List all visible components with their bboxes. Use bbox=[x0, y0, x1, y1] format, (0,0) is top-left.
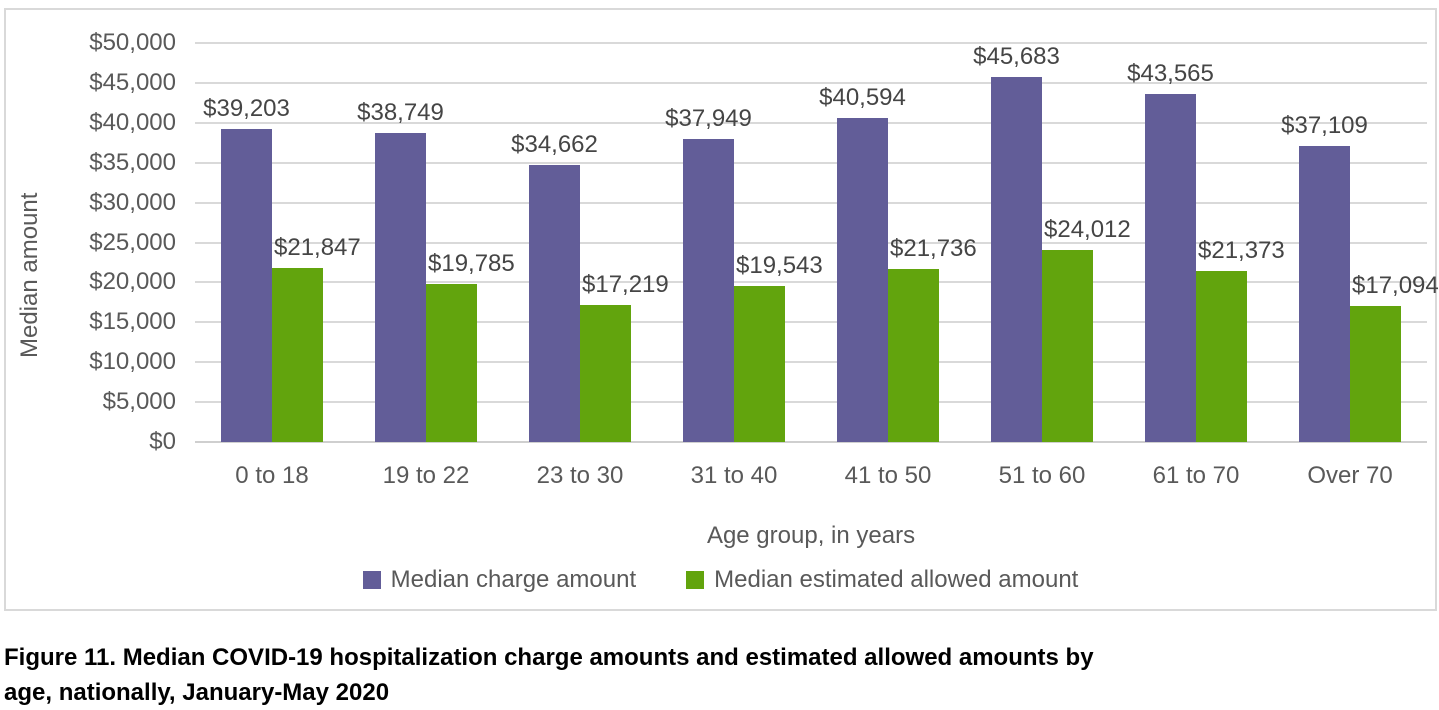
legend-swatch-icon bbox=[686, 571, 705, 589]
bar-median-estimated-allowed-amount bbox=[426, 284, 477, 442]
y-axis-tick-label: $45,000 bbox=[89, 68, 176, 96]
bar-median-charge-amount bbox=[375, 132, 426, 442]
x-axis-line bbox=[195, 441, 1427, 443]
y-axis-tick-label: $15,000 bbox=[89, 308, 176, 336]
bar-median-charge-amount bbox=[991, 77, 1042, 442]
x-axis-category-label: Over 70 bbox=[1307, 462, 1393, 489]
y-axis-tick-label: $10,000 bbox=[89, 348, 176, 376]
bar-value-label: $17,094 bbox=[1352, 271, 1439, 299]
bar-median-estimated-allowed-amount bbox=[1196, 271, 1247, 442]
bar-median-charge-amount bbox=[1299, 145, 1350, 442]
gridline bbox=[195, 121, 1427, 124]
legend-item-median-estimated-allowed-amount: Median estimated allowed amount bbox=[686, 566, 1078, 594]
y-axis-tick-label: $5,000 bbox=[102, 388, 176, 416]
legend-swatch-icon bbox=[362, 571, 381, 589]
bar-value-label: $24,012 bbox=[1044, 216, 1131, 244]
bar-value-label: $34,662 bbox=[511, 131, 598, 159]
gridline bbox=[195, 161, 1427, 164]
legend: Median charge amount Median estimated all… bbox=[6, 566, 1435, 594]
bar-median-estimated-allowed-amount bbox=[1350, 305, 1401, 442]
bar-value-label: $39,203 bbox=[203, 95, 290, 123]
x-axis-title: Age group, in years bbox=[706, 522, 916, 549]
y-axis-tick-label: $50,000 bbox=[89, 29, 176, 56]
y-axis-tick-label: $35,000 bbox=[89, 148, 176, 176]
y-axis-tick-label: $30,000 bbox=[89, 188, 176, 216]
bar-median-estimated-allowed-amount bbox=[888, 268, 939, 442]
bar-value-label: $37,109 bbox=[1281, 111, 1368, 139]
bar-value-label: $17,219 bbox=[582, 270, 669, 298]
figure-caption-line-1: Figure 11. Median COVID-19 hospitalizati… bbox=[4, 644, 1094, 671]
bar-median-estimated-allowed-amount bbox=[1042, 250, 1093, 442]
gridline bbox=[195, 201, 1427, 204]
y-axis-tick-label: $25,000 bbox=[89, 228, 176, 256]
bar-median-charge-amount bbox=[1145, 94, 1196, 442]
bar-median-estimated-allowed-amount bbox=[272, 267, 323, 442]
y-axis-tick-label: $40,000 bbox=[89, 108, 176, 136]
gridline bbox=[195, 241, 1427, 244]
bar-value-label: $21,736 bbox=[890, 234, 977, 262]
plot-area: $0 $5,000 $10,000 $15,000 $20,000 $25,000 $30,… bbox=[89, 29, 1439, 489]
x-axis-category-label: 31 to 40 bbox=[690, 462, 778, 489]
legend-label: Median charge amount bbox=[390, 566, 637, 593]
x-axis-category-label: 23 to 30 bbox=[536, 462, 624, 489]
chart-card: Median amount $0 $5,000 $10,000 $15,000 $20,… bbox=[4, 8, 1439, 611]
gridline bbox=[195, 42, 1427, 44]
bar-median-charge-amount bbox=[683, 139, 734, 442]
bar-value-label: $43,565 bbox=[1127, 60, 1214, 88]
bar-value-label: $21,847 bbox=[274, 233, 361, 261]
gridline bbox=[195, 361, 1427, 364]
legend-item-median-charge-amount: Median charge amount bbox=[362, 566, 637, 594]
gridline bbox=[195, 81, 1427, 84]
bar-value-label: $21,373 bbox=[1198, 237, 1285, 265]
bar-median-estimated-allowed-amount bbox=[580, 304, 631, 442]
figure-caption-line-2: age, nationally, January-May 2020 bbox=[4, 679, 390, 706]
x-axis-category-label: 0 to 18 bbox=[235, 462, 309, 489]
bar-value-label: $19,785 bbox=[428, 250, 515, 278]
y-axis-tick-label: $0 bbox=[149, 428, 176, 455]
bar-median-charge-amount bbox=[221, 129, 272, 442]
bar-value-label: $19,543 bbox=[736, 252, 823, 280]
bar-value-label: $45,683 bbox=[973, 43, 1060, 71]
gridline bbox=[195, 401, 1427, 404]
bar-median-charge-amount bbox=[529, 165, 580, 442]
gridline bbox=[195, 321, 1427, 324]
x-axis-category-label: 19 to 22 bbox=[382, 462, 470, 489]
bar-value-label: $40,594 bbox=[819, 84, 906, 112]
x-axis-category-label: 51 to 60 bbox=[998, 462, 1086, 489]
gridline bbox=[195, 281, 1427, 284]
legend-label: Median estimated allowed amount bbox=[714, 566, 1079, 593]
bar-median-charge-amount bbox=[837, 118, 888, 442]
figure-caption: Figure 11. Median COVID-19 hospitalizati… bbox=[4, 640, 1424, 710]
bar-value-label: $38,749 bbox=[357, 98, 444, 126]
x-axis-category-label: 61 to 70 bbox=[1152, 462, 1240, 489]
bar-median-estimated-allowed-amount bbox=[734, 286, 785, 442]
y-axis-tick-label: $20,000 bbox=[89, 268, 176, 296]
bar-value-label: $37,949 bbox=[665, 105, 752, 133]
x-axis-category-label: 41 to 50 bbox=[844, 462, 932, 489]
